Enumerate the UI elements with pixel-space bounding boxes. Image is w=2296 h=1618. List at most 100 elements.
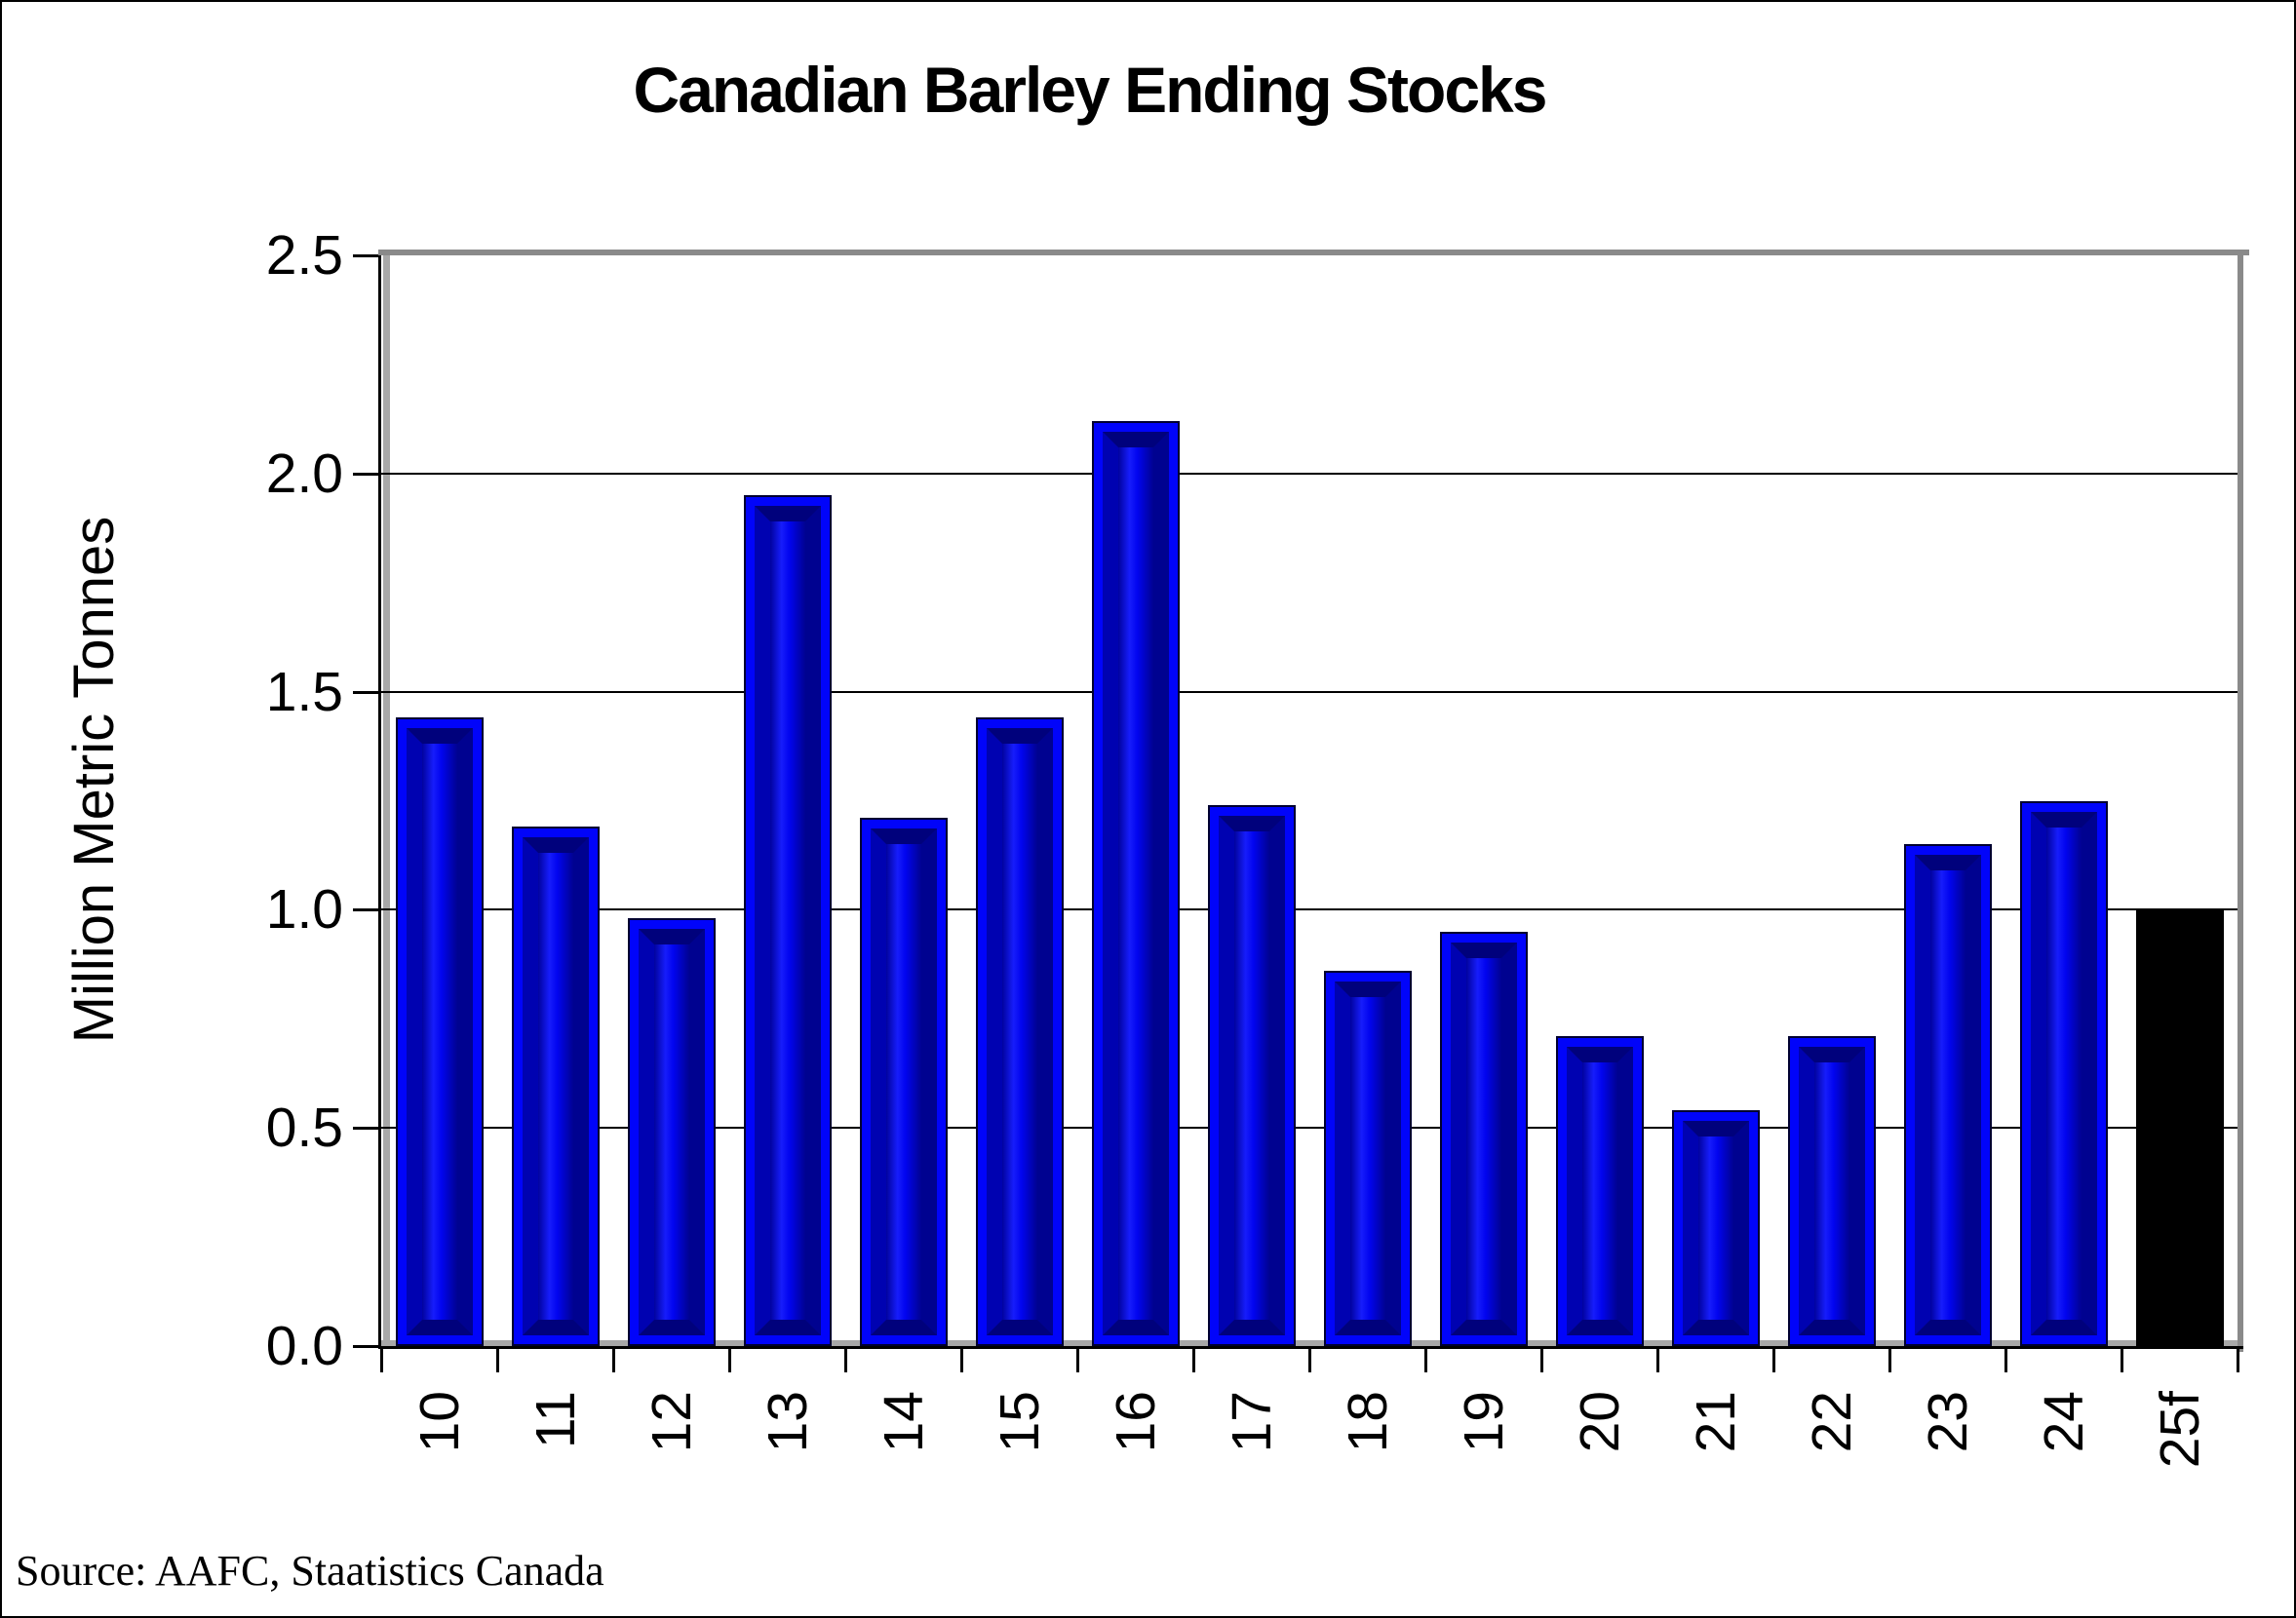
x-tick-label-19: 19 <box>1452 1391 1515 1453</box>
x-tick-11 <box>1655 1346 1659 1372</box>
bar-22 <box>1787 1036 1876 1346</box>
bar-18 <box>1323 971 1412 1346</box>
bar-16 <box>1091 421 1180 1346</box>
bar-bevel <box>1798 1047 1865 1335</box>
x-tick-label-17: 17 <box>1220 1391 1283 1453</box>
y-tick-2.5 <box>353 254 378 257</box>
y-tick-label-1.5: 1.5 <box>265 660 343 723</box>
bar-bevel <box>2030 811 2097 1335</box>
y-tick-0.0 <box>353 1345 378 1348</box>
plot-wall-shadow-left <box>383 255 390 1346</box>
y-tick-0.5 <box>353 1127 378 1131</box>
bar-10 <box>395 717 484 1346</box>
x-tick-3 <box>727 1346 731 1372</box>
x-tick-8 <box>1307 1346 1311 1372</box>
y-tick-label-0.0: 0.0 <box>265 1315 343 1377</box>
x-tick-label-24: 24 <box>2032 1391 2095 1453</box>
gridline-y-2.0 <box>381 472 2238 475</box>
x-axis-line <box>378 1346 2243 1349</box>
plot-border-top <box>378 250 2249 255</box>
bar-bevel <box>1682 1121 1749 1335</box>
x-tick-label-21: 21 <box>1684 1391 1747 1453</box>
x-tick-2 <box>611 1346 615 1372</box>
x-tick-label-13: 13 <box>756 1391 819 1453</box>
bar-face <box>1813 1062 1849 1320</box>
y-tick-1.5 <box>353 690 378 694</box>
bar-17 <box>1207 804 1296 1346</box>
bar-bevel <box>1566 1047 1633 1335</box>
x-tick-label-22: 22 <box>1800 1391 1863 1453</box>
x-tick-label-10: 10 <box>408 1391 471 1453</box>
source-note: Source: AAFC, Staatistics Canada <box>16 1547 604 1595</box>
x-tick-13 <box>1887 1346 1891 1372</box>
bar-14 <box>859 818 948 1346</box>
gridline-y-1.5 <box>381 690 2238 693</box>
x-tick-label-15: 15 <box>988 1391 1051 1453</box>
bar-bevel <box>986 728 1053 1335</box>
gridline-y-1.0 <box>381 908 2238 911</box>
bar-15 <box>975 717 1064 1346</box>
x-tick-1 <box>495 1346 499 1372</box>
x-tick-label-16: 16 <box>1104 1391 1167 1453</box>
bar-19 <box>1439 931 1528 1346</box>
bar-20 <box>1555 1036 1644 1346</box>
y-tick-label-2.5: 2.5 <box>265 224 343 287</box>
x-tick-label-23: 23 <box>1916 1391 1979 1453</box>
x-tick-12 <box>1771 1346 1775 1372</box>
gridline-y-0.5 <box>381 1127 2238 1130</box>
y-axis-title: Million Metric Tonnes <box>62 516 126 1044</box>
x-tick-14 <box>2004 1346 2007 1372</box>
x-tick-16 <box>2236 1346 2239 1372</box>
bar-face <box>1929 870 1965 1320</box>
bar-face <box>1465 957 1501 1320</box>
bar-face <box>1349 997 1385 1320</box>
x-tick-7 <box>1191 1346 1195 1372</box>
bar-face <box>1697 1136 1733 1320</box>
bar-face <box>1581 1062 1617 1320</box>
y-tick-2.0 <box>353 472 378 476</box>
plot-border-right <box>2238 250 2243 1352</box>
x-tick-0 <box>379 1346 383 1372</box>
bar-bevel <box>406 728 473 1335</box>
bar-face <box>1001 744 1037 1320</box>
x-tick-6 <box>1075 1346 1079 1372</box>
bar-bevel <box>638 929 705 1335</box>
bar-bevel <box>522 837 589 1335</box>
bar-bevel <box>1450 942 1517 1335</box>
bar-bevel <box>870 828 937 1335</box>
bar-bevel <box>754 506 821 1335</box>
bar-bevel <box>1102 432 1169 1335</box>
bar-bevel <box>1218 815 1285 1335</box>
y-tick-label-1.0: 1.0 <box>265 878 343 942</box>
y-axis-line <box>378 255 381 1349</box>
bar-face <box>885 844 921 1320</box>
bar-24 <box>2019 800 2108 1346</box>
bar-face <box>1233 830 1269 1320</box>
x-tick-label-20: 20 <box>1568 1391 1631 1453</box>
x-tick-label-18: 18 <box>1336 1391 1399 1453</box>
bar-face <box>537 853 573 1320</box>
x-tick-5 <box>959 1346 963 1372</box>
bar-face <box>2045 827 2082 1320</box>
bar-13 <box>743 495 832 1346</box>
x-tick-label-25f: 25f <box>2148 1391 2211 1469</box>
y-tick-1.0 <box>353 908 378 912</box>
bar-face <box>653 944 689 1320</box>
bar-12 <box>627 918 716 1346</box>
chart-title: Canadian Barley Ending Stocks <box>633 54 1548 126</box>
bar-25f <box>2135 909 2224 1346</box>
x-tick-label-14: 14 <box>872 1391 935 1453</box>
bar-23 <box>1903 844 1992 1346</box>
x-tick-9 <box>1423 1346 1427 1372</box>
bar-21 <box>1671 1110 1760 1346</box>
x-tick-4 <box>843 1346 847 1372</box>
y-tick-label-0.5: 0.5 <box>265 1097 343 1160</box>
x-tick-15 <box>2120 1346 2123 1372</box>
y-tick-label-2.0: 2.0 <box>265 442 343 505</box>
bar-face <box>769 521 805 1320</box>
x-tick-label-12: 12 <box>640 1391 703 1453</box>
bar-bevel <box>1914 855 1981 1335</box>
bar-face <box>1117 447 1153 1320</box>
bar-11 <box>511 827 600 1346</box>
